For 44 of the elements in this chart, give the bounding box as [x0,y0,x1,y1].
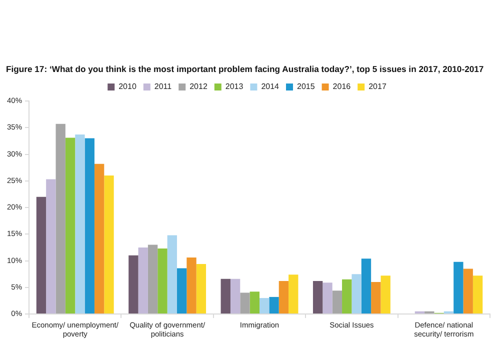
legend-label: 2016 [332,82,352,92]
bar [312,280,323,314]
chart-title: Figure 17: ‘What do you think is the most important problem facing Australia today?’, top 5 issues in 2017, 2010-2017 [5,63,485,76]
legend-label: 2017 [368,82,387,92]
bar [94,164,104,314]
bar [342,279,352,314]
bar [36,196,46,314]
bar [260,298,270,314]
bar [56,124,66,314]
bar [65,138,76,314]
bar [75,134,85,314]
bar [128,255,138,314]
bar [148,244,158,314]
bar [472,276,483,314]
bar [176,268,187,314]
bar [186,258,196,314]
bar [332,290,342,314]
bar [230,278,240,314]
legend-label: 2013 [225,82,244,92]
legend-label: 2010 [118,82,137,92]
bar [288,274,298,314]
bar [104,176,114,314]
bar [138,247,148,314]
legend-label: 2014 [261,82,280,92]
bar [371,282,381,314]
bar [196,264,206,314]
bar [380,276,390,314]
bar [269,296,279,314]
bar [278,280,289,314]
bar [322,282,332,314]
legend-label: 2011 [154,82,172,92]
bar [84,138,94,314]
bar [46,179,56,314]
bar [454,262,464,314]
bar [352,274,362,314]
bar [463,268,473,314]
legend-label: 2012 [190,82,208,92]
bar [220,278,230,314]
legend-label: 2015 [297,82,316,92]
bar [158,248,168,314]
bar [250,292,260,314]
bar [240,292,250,314]
bar [361,258,372,314]
bar [167,235,177,314]
